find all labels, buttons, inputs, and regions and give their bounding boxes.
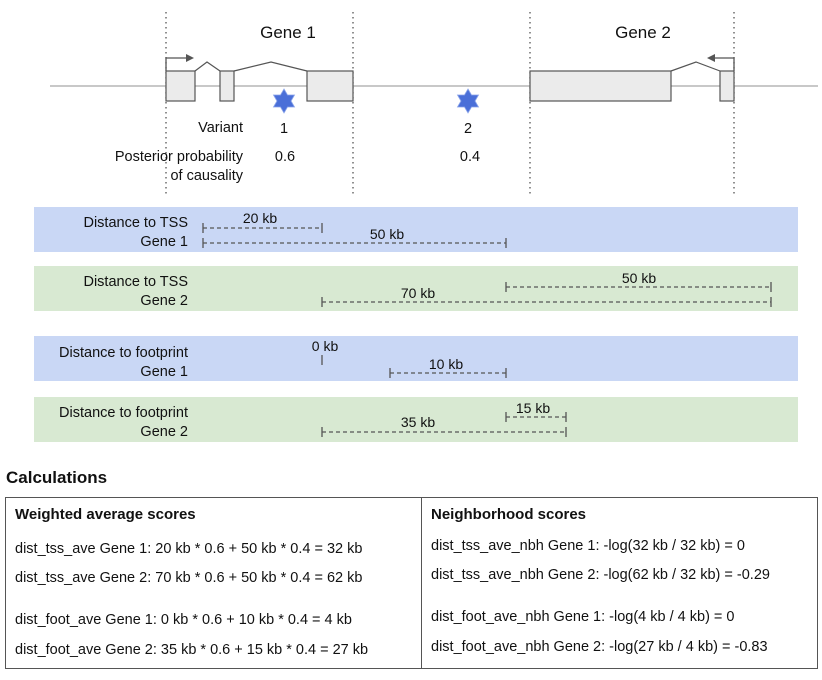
variant2-id: 2 [464,121,472,137]
gene2-tss-arrowhead-icon [707,54,715,62]
gene1-exon-1 [165,70,196,102]
band-tss-gene1-label2: Gene 1 [140,234,188,250]
gene2-structure [529,54,735,102]
band-tss-gene2 [34,266,798,311]
measure-tss-gene2-variant2-label: 50 kb [622,270,656,286]
measure-foot-gene1-variant2-label: 10 kb [429,356,463,372]
weighted-scores-header: Weighted average scores [15,506,196,523]
gene2-exon-2 [719,70,735,102]
measure-foot-gene1-variant2 [389,368,507,378]
measure-tss-gene2-variant2 [505,282,772,292]
measure-tss-gene2-variant1-label: 70 kb [401,285,435,301]
measure-tss-gene1-variant1-label: 20 kb [243,210,277,226]
weighted-line-foot-gene1: dist_foot_ave Gene 1: 0 kb * 0.6 + 10 kb… [15,612,352,628]
calculations-title: Calculations [6,468,108,487]
gene1-tss-arrowhead-icon [186,54,194,62]
gene1-exon-3 [306,70,354,102]
neighborhood-scores-column: Neighborhood scores dist_tss_ave_nbh Gen… [422,498,817,668]
band-foot-gene1 [34,336,798,381]
neighborhood-scores-header: Neighborhood scores [431,506,587,523]
nbh-line-foot-gene2: dist_foot_ave_nbh Gene 2: -log(27 kb / 4… [431,639,768,655]
band-tss-gene1 [34,207,798,252]
measure-tss-gene1-variant2 [202,238,507,248]
measure-foot-gene1-variant1-label: 0 kb [312,338,339,354]
gene1-intron-2 [233,61,308,72]
measure-tss-gene1-variant2-label: 50 kb [370,226,404,242]
gene-diagram: Gene 1 Gene 2 Variant 1 2 Posterior prob… [34,12,818,442]
variant-row-label: Variant [198,120,243,136]
gene2-exon-1 [529,70,672,102]
gene1-exon-2 [219,70,235,102]
band-foot-gene2-label1: Distance to footprint [59,405,188,421]
band-tss-gene2-label1: Distance to TSS [83,274,188,290]
measure-foot-gene2-variant1-label: 35 kb [401,414,435,430]
weighted-line-foot-gene2: dist_foot_ave Gene 2: 35 kb * 0.6 + 15 k… [15,642,369,658]
measure-foot-gene2-variant1 [321,427,567,437]
variant1-posterior: 0.6 [275,149,295,165]
gene2-label: Gene 2 [615,23,671,42]
weighted-line-tss-gene1: dist_tss_ave Gene 1: 20 kb * 0.6 + 50 kb… [15,541,363,557]
gene1-structure [165,54,354,102]
gene2-intron-1 [670,61,721,72]
variant2-posterior: 0.4 [460,149,480,165]
gene2-tss-arrow-icon [712,57,735,71]
variant2-star-icon [456,88,480,114]
band-foot-gene1-label2: Gene 1 [140,364,188,380]
band-tss-gene1-label1: Distance to TSS [83,215,188,231]
posterior-label-line2: of causality [170,168,243,184]
band-foot-gene2 [34,397,798,442]
weighted-scores-column: Weighted average scores dist_tss_ave Gen… [6,498,422,668]
measure-foot-gene2-variant2-label: 15 kb [516,400,550,416]
nbh-line-foot-gene1: dist_foot_ave_nbh Gene 1: -log(4 kb / 4 … [431,609,735,625]
gene1-tss-arrow-icon [165,57,190,71]
variant1-star-icon [272,88,296,114]
measure-tss-gene1-variant1 [202,223,323,233]
calculations-table: Weighted average scores dist_tss_ave Gen… [5,497,818,669]
band-foot-gene1-label1: Distance to footprint [59,345,188,361]
measure-foot-gene2-variant2 [505,412,567,422]
measure-tss-gene2-variant1 [321,297,772,307]
band-tss-gene2-label2: Gene 2 [140,293,188,309]
gene1-intron-1 [194,61,221,72]
variant1-id: 1 [280,121,288,137]
weighted-line-tss-gene2: dist_tss_ave Gene 2: 70 kb * 0.6 + 50 kb… [15,570,363,586]
gene1-label: Gene 1 [260,23,316,42]
nbh-line-tss-gene2: dist_tss_ave_nbh Gene 2: -log(62 kb / 32… [431,567,770,583]
nbh-line-tss-gene1: dist_tss_ave_nbh Gene 1: -log(32 kb / 32… [431,538,745,554]
posterior-label-line1: Posterior probability [115,149,244,165]
band-foot-gene2-label2: Gene 2 [140,424,188,440]
